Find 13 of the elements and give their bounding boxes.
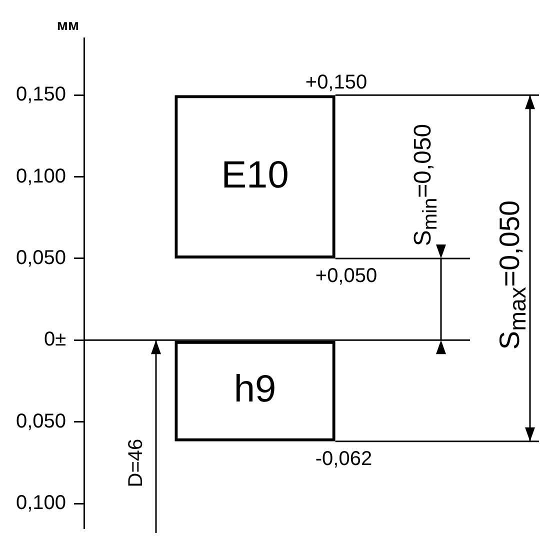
y-tick-label: 0± bbox=[44, 328, 66, 351]
series-label: h9 bbox=[234, 368, 276, 411]
y-tick-label: 0,150 bbox=[16, 84, 66, 106]
y-axis-title: мм bbox=[56, 17, 80, 34]
y-tick-label: 0,100 bbox=[16, 492, 66, 514]
annotation: D=46 bbox=[125, 438, 147, 487]
ref-line-label: +0,050 bbox=[315, 265, 378, 288]
y-tick-label: 0,050 bbox=[16, 247, 66, 270]
ref-line-label: +0,150 bbox=[305, 72, 368, 94]
y-tick-label: 0,050 bbox=[16, 410, 66, 432]
ref-line-label: -0,062 bbox=[315, 448, 372, 470]
series-label: E10 bbox=[221, 154, 289, 196]
y-tick-label: 0,100 bbox=[16, 165, 66, 188]
